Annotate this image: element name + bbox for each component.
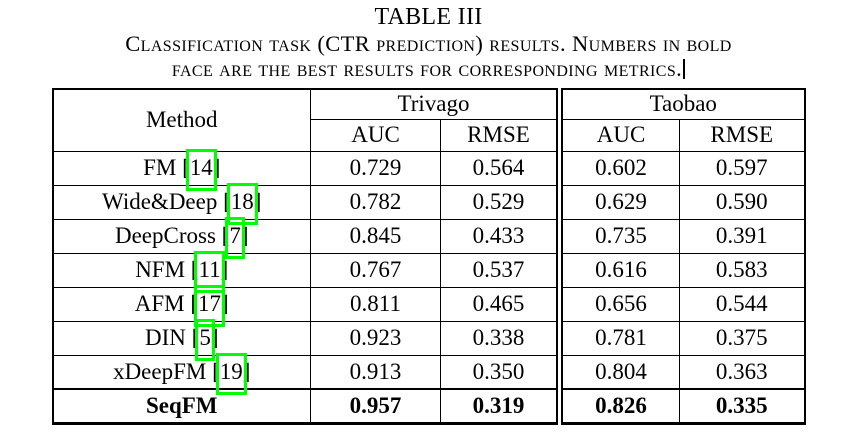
value-cell: 0.338 bbox=[440, 320, 560, 356]
value-cell: 0.537 bbox=[440, 252, 560, 288]
table-caption: Classification task (CTR prediction) res… bbox=[0, 31, 857, 81]
table-row: DIN [5] 0.923 0.338 0.781 0.375 bbox=[52, 319, 805, 361]
value-cell: 0.597 bbox=[679, 150, 805, 186]
value-cell: 0.729 bbox=[310, 150, 441, 186]
value-cell: 0.845 bbox=[310, 218, 441, 254]
method-name: xDeepFM bbox=[113, 358, 207, 384]
value-cell: 0.923 bbox=[310, 320, 441, 356]
table-row: AFM [17] 0.811 0.465 0.656 0.544 bbox=[52, 285, 805, 327]
value-cell: 0.656 bbox=[556, 286, 680, 322]
taobao-auc-header: AUC bbox=[556, 118, 680, 152]
value-cell: 0.465 bbox=[440, 286, 560, 322]
value-cell: 0.629 bbox=[556, 184, 680, 220]
method-name: FM bbox=[143, 155, 177, 180]
value-cell: 0.616 bbox=[556, 252, 680, 288]
method-cell: SeqFM bbox=[52, 388, 311, 424]
citation-link-annotation[interactable]: 17 bbox=[194, 285, 226, 327]
trivago-group-header: Trivago bbox=[310, 88, 560, 120]
citation-link-annotation[interactable]: 7 bbox=[225, 217, 245, 259]
taobao-rmse-header: RMSE bbox=[679, 118, 805, 152]
method-cell: Wide&Deep [18] bbox=[52, 183, 311, 225]
value-cell: 0.957 bbox=[310, 388, 441, 424]
method-name: DIN bbox=[145, 325, 186, 350]
table-row: NFM [11] 0.767 0.537 0.616 0.583 bbox=[52, 251, 805, 293]
caption-line-2: face are the best results for correspond… bbox=[0, 56, 857, 81]
caption-line-1: Classification task (CTR prediction) res… bbox=[125, 31, 732, 56]
method-name: DeepCross bbox=[114, 223, 216, 248]
value-cell: 0.583 bbox=[679, 252, 805, 288]
results-table: Method Trivago Taobao AUC RMSE AUC RMSE … bbox=[51, 88, 806, 425]
text-cursor bbox=[683, 59, 686, 79]
value-cell: 0.735 bbox=[556, 218, 680, 254]
table-row: FM [14] 0.729 0.564 0.602 0.597 bbox=[52, 149, 805, 191]
value-cell: 0.782 bbox=[310, 184, 441, 220]
value-cell: 0.590 bbox=[679, 184, 805, 220]
method-name: Wide&Deep bbox=[102, 189, 218, 214]
method-cell: DeepCross [7] bbox=[52, 217, 311, 259]
value-cell: 0.811 bbox=[310, 286, 441, 322]
value-cell: 0.350 bbox=[440, 354, 560, 390]
value-cell: 0.375 bbox=[679, 320, 805, 356]
method-cell: AFM [17] bbox=[52, 285, 311, 327]
value-cell: 0.544 bbox=[679, 286, 805, 322]
value-cell: 0.391 bbox=[679, 218, 805, 254]
citation-link-annotation[interactable]: 5 bbox=[195, 319, 215, 361]
table-number-title: TABLE III bbox=[374, 4, 483, 30]
method-name: SeqFM bbox=[145, 392, 218, 418]
value-cell: 0.363 bbox=[679, 354, 805, 390]
table-row: Wide&Deep [18] 0.782 0.529 0.629 0.590 bbox=[52, 183, 805, 225]
method-column-header: Method bbox=[52, 88, 311, 152]
citation-link-annotation[interactable]: 19 bbox=[215, 352, 247, 395]
value-cell: 0.319 bbox=[440, 388, 560, 424]
value-cell: 0.602 bbox=[556, 150, 680, 186]
table-row: DeepCross [7] 0.845 0.433 0.735 0.391 bbox=[52, 217, 805, 259]
method-name: NFM bbox=[135, 257, 186, 282]
method-cell: FM [14] bbox=[52, 149, 311, 191]
method-cell: NFM [11] bbox=[52, 251, 311, 293]
method-cell: DIN [5] bbox=[52, 319, 311, 361]
value-cell: 0.335 bbox=[679, 388, 805, 424]
header-group-row: Method Trivago Taobao bbox=[52, 88, 805, 152]
value-cell: 0.826 bbox=[556, 388, 680, 424]
citation-link-annotation[interactable]: 14 bbox=[185, 149, 217, 191]
table-row: xDeepFM [19] 0.913 0.350 0.804 0.363 bbox=[52, 352, 805, 395]
caption-line-2-text: face are the best results for correspond… bbox=[171, 56, 683, 81]
table-row: SeqFM 0.957 0.319 0.826 0.335 bbox=[52, 388, 805, 424]
value-cell: 0.564 bbox=[440, 150, 560, 186]
value-cell: 0.529 bbox=[440, 184, 560, 220]
citation-link-annotation[interactable]: 18 bbox=[226, 183, 258, 225]
value-cell: 0.781 bbox=[556, 320, 680, 356]
trivago-rmse-header: RMSE bbox=[440, 118, 560, 152]
method-cell: xDeepFM [19] bbox=[52, 352, 311, 395]
citation-link-annotation[interactable]: 11 bbox=[194, 251, 225, 293]
method-name: AFM bbox=[134, 291, 185, 316]
taobao-group-header: Taobao bbox=[556, 88, 805, 120]
value-cell: 0.913 bbox=[310, 354, 441, 390]
value-cell: 0.433 bbox=[440, 218, 560, 254]
value-cell: 0.767 bbox=[310, 252, 441, 288]
trivago-auc-header: AUC bbox=[310, 118, 441, 152]
value-cell: 0.804 bbox=[556, 354, 680, 390]
